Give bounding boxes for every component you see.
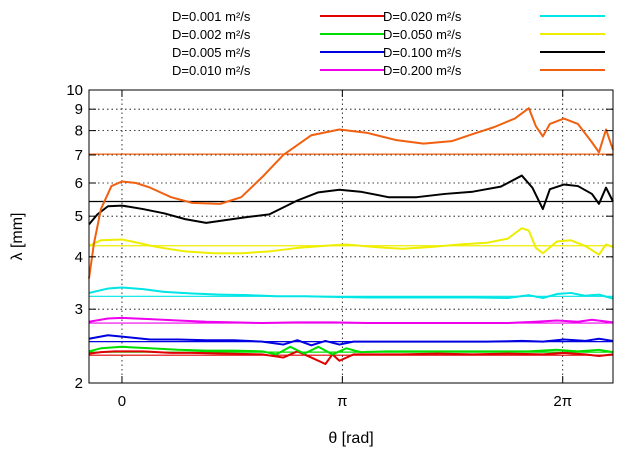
legend-label: D=0.050 m²/s [383, 27, 462, 42]
series-line [88, 345, 614, 356]
series-line [88, 316, 614, 325]
y-tick-label: 2 [75, 375, 83, 392]
series-line [88, 334, 614, 347]
plot-frame [88, 89, 614, 384]
y-tick-label: 10 [66, 82, 83, 99]
series-line [88, 286, 614, 300]
series-line [88, 227, 614, 256]
legend: D=0.001 m²/s D=0.002 m²/s D=0.005 m²/s D=0.… [172, 9, 605, 78]
x-tick-label: 0 [118, 393, 126, 410]
x-tick-label: 2π [553, 393, 572, 410]
series-line [88, 107, 614, 279]
legend-label: D=0.010 m²/s [172, 63, 251, 78]
legend-label: D=0.001 m²/s [172, 9, 251, 24]
legend-label: D=0.020 m²/s [383, 9, 462, 24]
axis-ticks: 2 3 4 5 6 7 8 9 10 0 π 2π [66, 82, 613, 410]
y-tick-label: 3 [75, 301, 83, 318]
y-tick-label: 8 [75, 123, 83, 140]
legend-label: D=0.005 m²/s [172, 45, 251, 60]
y-tick-label: 5 [75, 208, 83, 225]
y-tick-label: 4 [75, 249, 83, 266]
series-line [88, 174, 614, 226]
y-tick-label: 7 [75, 147, 83, 164]
series-lines [88, 107, 614, 365]
y-axis-label: λ [mm] [9, 213, 26, 261]
x-tick-label: π [337, 393, 347, 410]
legend-label: D=0.100 m²/s [383, 45, 462, 60]
y-tick-label: 6 [75, 175, 83, 192]
x-axis-label: θ [rad] [328, 430, 373, 447]
y-tick-label: 9 [75, 101, 83, 118]
legend-label: D=0.200 m²/s [383, 63, 462, 78]
legend-label: D=0.002 m²/s [172, 27, 251, 42]
